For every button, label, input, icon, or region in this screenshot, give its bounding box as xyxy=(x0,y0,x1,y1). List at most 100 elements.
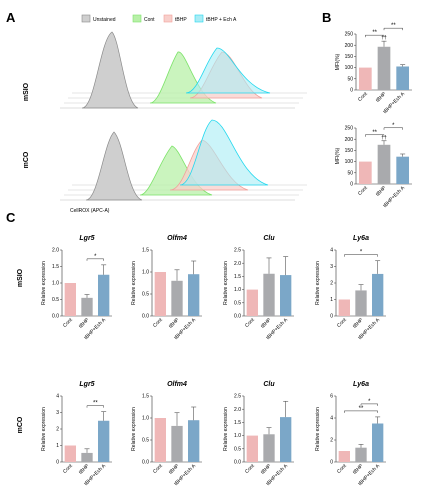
bar xyxy=(338,299,350,316)
y-tick-label: 0.5 xyxy=(234,446,241,452)
category-label: Cont xyxy=(62,463,74,475)
category-label: tBHP xyxy=(78,463,91,476)
category-label: tBHP xyxy=(78,317,91,330)
bar xyxy=(358,67,372,90)
bar xyxy=(358,161,372,184)
flow-xlabel: CellROX (APC-A) xyxy=(70,208,110,214)
panel-letter-a: A xyxy=(6,10,16,25)
chart-title: Olfm4 xyxy=(167,235,187,242)
y-tick-label: 1.5 xyxy=(234,420,241,426)
bar xyxy=(396,156,410,184)
chart-title: Lgr5 xyxy=(79,235,94,242)
significance-label: ** xyxy=(372,30,377,36)
y-tick-label: 0 xyxy=(350,88,353,94)
significance-label: * xyxy=(360,250,363,256)
y-axis-label: Relative expression xyxy=(315,407,321,451)
flow-row-label-mco: mCO xyxy=(23,151,30,168)
y-tick-label: 4 xyxy=(330,248,333,254)
significance-bracket xyxy=(360,403,378,406)
y-tick-label: 2 xyxy=(56,427,59,433)
bar xyxy=(154,272,166,316)
y-tick-label: 0.0 xyxy=(142,460,149,466)
bar xyxy=(154,418,166,462)
significance-bracket xyxy=(86,258,104,261)
panel-letter-c: C xyxy=(6,210,16,225)
bar xyxy=(81,297,93,316)
significance-bracket xyxy=(383,27,403,31)
y-tick-label: 0 xyxy=(330,460,333,466)
y-tick-label: 0.5 xyxy=(142,292,149,298)
y-tick-label: 100 xyxy=(345,159,354,165)
qpcr-row-label-mco: mCO xyxy=(17,416,24,433)
bar xyxy=(355,290,367,316)
bar xyxy=(171,280,183,316)
y-tick-label: 3 xyxy=(330,264,333,270)
significance-bracket xyxy=(365,34,385,38)
bar xyxy=(338,451,350,462)
category-label: tBHP xyxy=(352,463,365,476)
y-tick-label: 150 xyxy=(345,148,354,154)
significance-label: * xyxy=(392,123,395,129)
qpcr-row-label-msio: mSIO xyxy=(17,268,24,287)
y-tick-label: 1.5 xyxy=(142,248,149,254)
bar xyxy=(246,435,258,462)
significance-bracket xyxy=(383,127,403,130)
y-axis-label: Relative expression xyxy=(223,407,229,451)
y-tick-label: 4 xyxy=(330,416,333,422)
y-tick-label: 200 xyxy=(345,137,354,143)
chart-c-mco-olfm4: 0.0 0.5 1.0 1.5 Relative expression Olfm4 Cont… xyxy=(131,381,202,487)
legend-label-tbhp: tBHP xyxy=(175,17,187,23)
flow-histogram-msio xyxy=(60,31,307,109)
legend-label-ech: tBHP + Ech A xyxy=(206,17,237,23)
legend-swatch-tbhp xyxy=(163,14,173,23)
dagger-annotation: †† xyxy=(381,35,387,41)
y-tick-label: 0.5 xyxy=(52,297,59,303)
y-tick-label: 0 xyxy=(350,182,353,188)
chart-title: Clu xyxy=(263,235,275,242)
significance-label: ** xyxy=(359,406,364,412)
y-tick-label: 50 xyxy=(347,76,353,82)
chart-title: Clu xyxy=(263,381,275,388)
y-tick-label: 0.0 xyxy=(52,314,59,320)
y-tick-label: 50 xyxy=(347,170,353,176)
hist-msio-ech xyxy=(185,47,271,94)
y-axis-label: Relative expression xyxy=(315,261,321,305)
significance-label: ** xyxy=(372,130,377,136)
y-tick-label: 6 xyxy=(330,394,333,400)
y-tick-label: 2.0 xyxy=(234,407,241,413)
category-label: tBHP xyxy=(168,463,181,476)
flow-row-label-msio: mSIO xyxy=(23,82,30,101)
chart-c-msio-lgr5: 0.0 0.5 1.0 1.5 2.0 Relative expression Lgr5 Co… xyxy=(41,235,112,341)
y-tick-label: 2.5 xyxy=(234,248,241,254)
category-label: Cont xyxy=(244,463,256,475)
category-label: Cont xyxy=(62,317,74,329)
category-label: Cont xyxy=(152,463,164,475)
dagger-annotation: †† xyxy=(381,135,387,141)
y-tick-label: 0.5 xyxy=(234,300,241,306)
bar xyxy=(263,434,275,462)
y-tick-label: 1.0 xyxy=(52,281,59,287)
y-tick-label: 1.0 xyxy=(142,270,149,276)
y-tick-label: 1.5 xyxy=(52,264,59,270)
bar xyxy=(263,273,275,316)
hist-msio-unstained xyxy=(81,31,139,109)
bar xyxy=(188,420,200,462)
hist-mco-ech xyxy=(179,119,269,186)
y-tick-label: 0 xyxy=(56,460,59,466)
flow-histogram-mco xyxy=(60,119,307,201)
y-tick-label: 2 xyxy=(330,281,333,287)
y-tick-label: 0.0 xyxy=(142,314,149,320)
bar xyxy=(64,283,76,316)
y-tick-label: 0.0 xyxy=(234,314,241,320)
significance-bracket xyxy=(344,254,378,257)
y-tick-label: 3 xyxy=(56,410,59,416)
y-tick-label: 1.0 xyxy=(234,433,241,439)
significance-bracket xyxy=(86,405,104,408)
panel-letter-b: B xyxy=(322,10,331,25)
chart-c-msio-clu: 0.0 0.5 1.0 1.5 2.0 2.5 Relative expression Clu… xyxy=(223,235,294,341)
legend-label-unstained: Unstained xyxy=(93,17,116,23)
legend-swatch-cont xyxy=(132,14,142,23)
y-tick-label: 2.5 xyxy=(234,394,241,400)
